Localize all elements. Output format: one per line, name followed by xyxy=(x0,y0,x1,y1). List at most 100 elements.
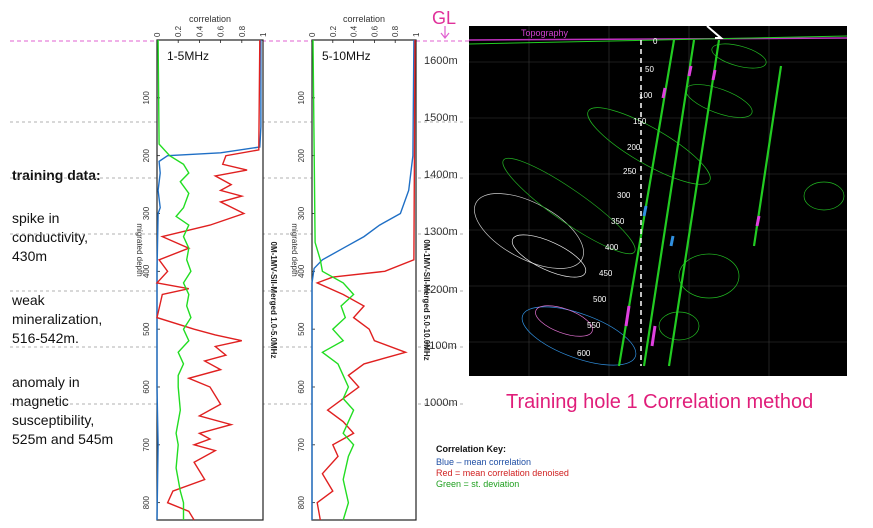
series-line-green xyxy=(157,39,192,520)
series-line-blue xyxy=(311,39,415,520)
x-axis-label: correlation xyxy=(343,14,385,24)
series-line-green xyxy=(312,39,355,521)
x-tick-label: 0.2 xyxy=(329,25,338,37)
y-tick-label: 500 xyxy=(297,322,306,336)
borehole-section-view: Topography 600 550 500 450 400 350 300 2… xyxy=(469,26,847,376)
depth-tick-label: 300 xyxy=(617,191,631,200)
note-spike-line3: 430m xyxy=(12,248,48,264)
elevation-label: 1500m xyxy=(424,112,458,124)
x-tick-label: 0.4 xyxy=(350,25,359,37)
y-axis-label: migrated depth xyxy=(290,223,299,276)
y-tick-label: 100 xyxy=(142,91,151,105)
key-red: Red = mean correlation denoised xyxy=(436,468,569,478)
x-tick-label: 0.8 xyxy=(238,25,247,37)
panel-label: 5-10MHz xyxy=(322,49,371,63)
x-tick-label: 0 xyxy=(308,32,317,37)
depth-tick-label: 600 xyxy=(577,349,591,358)
key-green: Green = st. deviation xyxy=(436,479,520,489)
series-source-label: 0M-1MV-SII-Merged 5.0-10.0MHz xyxy=(422,239,431,360)
y-tick-label: 500 xyxy=(142,322,151,336)
note-anomaly-line2: magnetic xyxy=(12,393,69,409)
white-mesh-body xyxy=(511,234,587,278)
depth-tick-label: 100 xyxy=(639,91,653,100)
note-weak: weak mineralization, 516-542m. xyxy=(12,291,102,348)
depth-tick-label: 550 xyxy=(587,321,601,330)
note-weak-line1: weak xyxy=(12,292,45,308)
y-tick-label: 400 xyxy=(142,264,151,278)
x-tick-label: 1 xyxy=(259,32,268,37)
y-tick-label: 400 xyxy=(297,264,306,278)
y-tick-label: 800 xyxy=(142,495,151,509)
x-axis-label: correlation xyxy=(189,14,231,24)
x-tick-label: 0.6 xyxy=(217,25,226,37)
key-title: Correlation Key: xyxy=(436,444,507,454)
note-weak-line2: mineralization, xyxy=(12,311,103,327)
chart-frame xyxy=(156,39,264,521)
depth-tick-label: 0 xyxy=(653,37,658,46)
figure-caption: Training hole 1 Correlation method xyxy=(506,391,814,413)
hole-markers xyxy=(624,65,761,347)
depth-tick-label: 200 xyxy=(627,143,641,152)
elevation-label: 1600m xyxy=(424,55,458,67)
note-anomaly-line4: 525m and 545m xyxy=(12,431,114,447)
y-axis-label: migrated depth xyxy=(135,223,144,276)
y-tick-label: 300 xyxy=(142,206,151,220)
arrow-icon xyxy=(706,26,724,39)
ground-level-arrow xyxy=(440,26,450,39)
x-tick-label: 0 xyxy=(153,32,162,37)
y-tick-label: 800 xyxy=(297,495,306,509)
panel-label: 1-5MHz xyxy=(167,49,209,63)
note-anomaly-line1: anomaly in xyxy=(12,374,80,390)
hole-depth-labels: 600 550 500 450 400 350 300 250 200 150 … xyxy=(577,37,658,358)
note-spike-line2: conductivity, xyxy=(12,229,88,245)
elevation-label: 1300m xyxy=(424,226,458,238)
surface-line xyxy=(469,35,847,45)
green-mesh-body xyxy=(658,311,700,341)
y-tick-label: 700 xyxy=(297,438,306,452)
series-line-red xyxy=(315,39,416,521)
x-tick-label: 0.4 xyxy=(195,25,204,37)
x-tick-label: 0.8 xyxy=(391,25,400,37)
y-tick-label: 100 xyxy=(297,91,306,105)
depth-tick-label: 500 xyxy=(593,295,607,304)
borehole-trace xyxy=(642,39,696,367)
series-source-label: 0M-1MV-SII-Merged 1.0-5.0MHz xyxy=(269,242,278,359)
section-background xyxy=(469,26,847,376)
mesh-bodies xyxy=(474,43,845,366)
green-mesh-body xyxy=(502,157,636,255)
depth-tick-label: 350 xyxy=(611,217,625,226)
elevation-label: 1400m xyxy=(424,169,458,181)
note-weak-line3: 516-542m. xyxy=(12,330,79,346)
depth-tick-label: 250 xyxy=(623,167,637,176)
x-tick-label: 0.2 xyxy=(174,25,183,37)
note-anomaly-line3: susceptibility, xyxy=(12,412,95,428)
blue-mesh-body xyxy=(521,306,637,366)
depth-tick-label: 150 xyxy=(633,117,647,126)
green-mesh-body xyxy=(803,181,845,211)
depth-tick-label: 50 xyxy=(645,65,654,74)
note-spike-line1: spike in xyxy=(12,210,60,226)
elevation-label: 1100m xyxy=(424,340,457,352)
section-grid xyxy=(469,26,847,376)
ground-level-label: GL xyxy=(432,8,457,28)
depth-tick-label: 400 xyxy=(605,243,619,252)
training-data-heading: training data: xyxy=(12,167,101,183)
green-mesh-body xyxy=(711,43,767,69)
topography-label: Topography xyxy=(521,28,569,38)
topography-line xyxy=(469,37,847,41)
series-line-red xyxy=(155,39,261,521)
key-blue: Blue – mean correlation xyxy=(436,457,532,467)
y-tick-label: 200 xyxy=(142,148,151,162)
y-tick-label: 200 xyxy=(297,148,306,162)
y-tick-label: 600 xyxy=(142,380,151,394)
y-tick-label: 700 xyxy=(142,438,151,452)
depth-tick-label: 450 xyxy=(599,269,613,278)
elevation-label: 1200m xyxy=(424,284,458,296)
note-spike: spike in conductivity, 430m xyxy=(12,209,88,266)
chart-frame xyxy=(311,39,417,521)
x-tick-label: 1 xyxy=(412,32,421,37)
elevation-label: 1000m xyxy=(424,397,458,409)
x-tick-label: 0.6 xyxy=(370,25,379,37)
green-mesh-body xyxy=(678,253,740,299)
